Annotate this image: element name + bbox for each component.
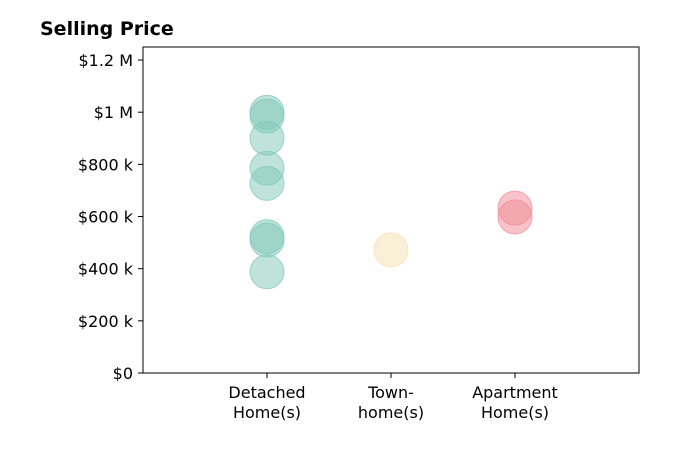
x-tick-label: Apartment xyxy=(472,383,558,402)
data-point xyxy=(249,165,285,201)
axes-layer: $0 $200 k $400 k $600 k $800 k $1 M $1.2 M Deta… xyxy=(78,46,640,422)
y-tick-label: $200 k xyxy=(78,312,134,331)
data-point xyxy=(249,120,285,156)
y-tick-label: $800 k xyxy=(78,155,134,174)
data-point xyxy=(249,254,285,290)
data-point xyxy=(373,232,409,268)
data-point xyxy=(249,222,285,258)
x-tick-label: Detached xyxy=(228,383,305,402)
x-tick-label: Town- xyxy=(367,383,414,402)
plot-frame xyxy=(142,46,640,374)
y-tick-label: $0 xyxy=(113,364,133,383)
x-tick-label: Home(s) xyxy=(233,403,301,422)
y-tick-label: $600 k xyxy=(78,208,134,227)
data-point xyxy=(497,199,533,235)
points-layer xyxy=(249,94,533,290)
y-tick-label: $400 k xyxy=(78,260,134,279)
y-tick-label: $1 M xyxy=(94,103,133,122)
chart-title: Selling Price xyxy=(40,18,174,40)
x-tick-label: home(s) xyxy=(358,403,424,422)
x-tick-label: Home(s) xyxy=(481,403,549,422)
y-tick-label: $1.2 M xyxy=(78,51,133,70)
